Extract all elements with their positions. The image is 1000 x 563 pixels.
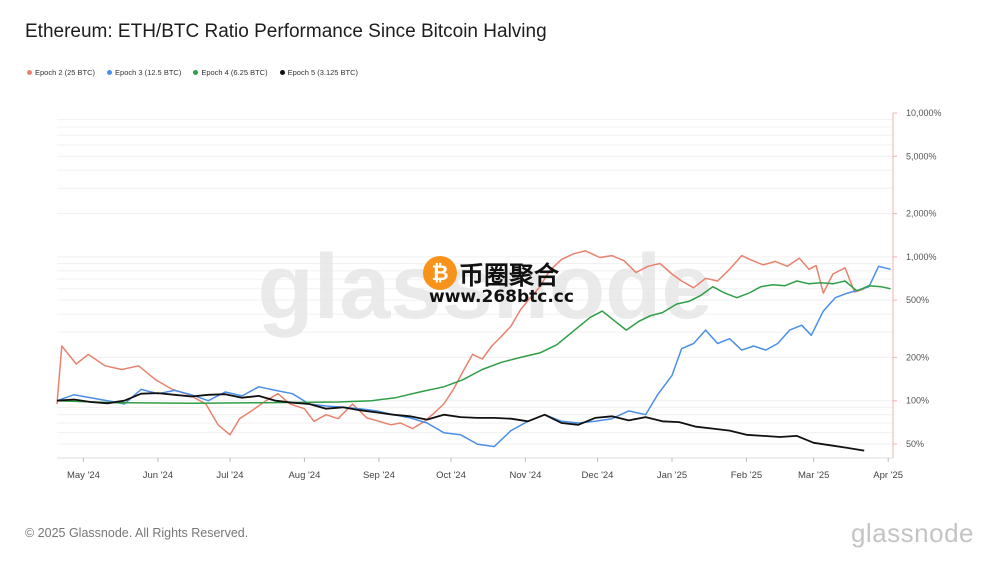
legend-swatch-epoch-4: [193, 70, 199, 75]
bitcoin-coin-icon: ₿: [423, 256, 457, 290]
legend-item-epoch-4[interactable]: Epoch 4 (6.25 BTC): [193, 68, 268, 77]
x-tick-label: Feb '25: [731, 470, 762, 481]
y-tick-label: 1,000%: [906, 252, 937, 262]
legend-item-epoch-3[interactable]: Epoch 3 (12.5 BTC): [107, 68, 181, 77]
x-tick-label: Dec '24: [582, 470, 614, 481]
y-tick-label: 500%: [906, 295, 929, 305]
overlay-title: 币圈聚合: [459, 261, 560, 290]
legend-item-epoch-2[interactable]: Epoch 2 (25 BTC): [27, 68, 95, 77]
legend-label-epoch-3: Epoch 3 (12.5 BTC): [115, 68, 182, 77]
y-tick-label: 2,000%: [906, 209, 937, 219]
y-tick-label: 200%: [906, 352, 929, 362]
y-tick-label: 10,000%: [906, 108, 942, 118]
x-tick-label: Jun '24: [143, 470, 173, 481]
x-tick-label: Apr '25: [873, 470, 903, 481]
legend: Epoch 2 (25 BTC) Epoch 3 (12.5 BTC) Epoc…: [27, 68, 358, 77]
x-tick-label: Jan '25: [657, 470, 687, 481]
y-tick-label: 100%: [906, 396, 929, 406]
legend-swatch-epoch-2: [27, 70, 32, 75]
y-tick-label: 5,000%: [906, 151, 937, 161]
series-line-epoch-5: [56, 392, 865, 452]
legend-label-epoch-5: Epoch 5 (3.125 BTC): [287, 68, 359, 77]
legend-swatch-epoch-3: [107, 70, 113, 75]
series-line-epoch-2: [56, 250, 865, 436]
glassnode-watermark: glassnode: [257, 236, 712, 338]
x-tick-label: Mar '25: [798, 470, 829, 481]
chart-title: Ethereum: ETH/BTC Ratio Performance Sinc…: [25, 21, 547, 42]
series-line-epoch-4: [56, 280, 891, 405]
legend-label-epoch-4: Epoch 4 (6.25 BTC): [201, 68, 268, 77]
x-tick-label: Oct '24: [436, 470, 466, 481]
x-tick-label: Sep '24: [363, 470, 395, 481]
glassnode-logo: glassnode: [850, 518, 974, 548]
legend-item-epoch-5[interactable]: Epoch 5 (3.125 BTC): [279, 68, 359, 77]
x-tick-label: May '24: [67, 470, 100, 481]
x-tick-label: Nov '24: [509, 470, 541, 481]
overlay-url: www.268btc.cc: [429, 287, 574, 307]
x-tick-label: Jul '24: [216, 470, 243, 481]
y-tick-label: 50%: [906, 439, 924, 449]
x-tick-label: Aug '24: [288, 470, 320, 481]
copyright-footer: © 2025 Glassnode. All Rights Reserved.: [25, 526, 249, 540]
legend-label-epoch-2: Epoch 2 (25 BTC): [35, 68, 96, 77]
legend-swatch-epoch-5: [279, 70, 285, 75]
